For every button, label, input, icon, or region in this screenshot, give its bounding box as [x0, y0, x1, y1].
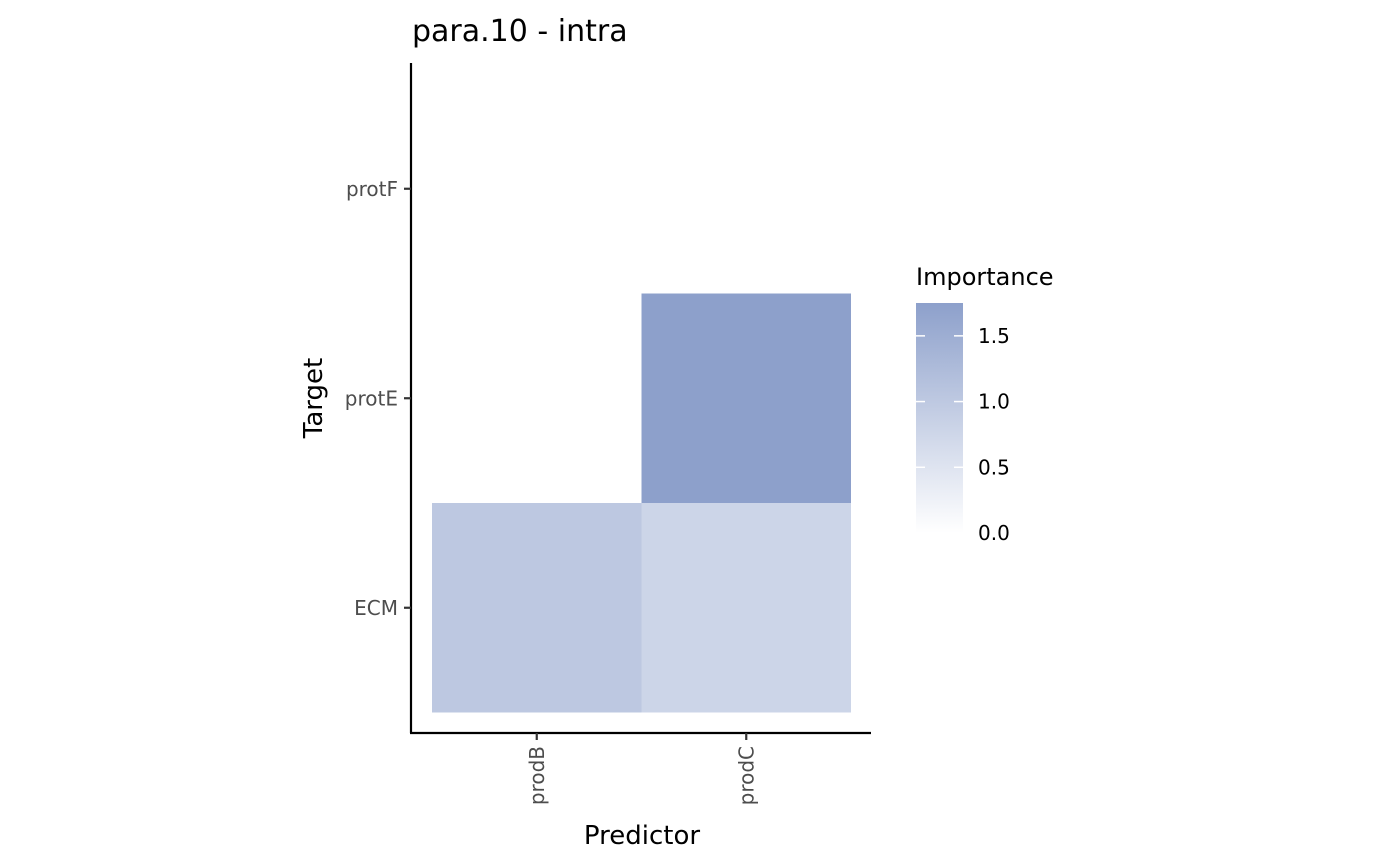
legend: Importance 0.0 0.5 1.0 1.5 — [916, 263, 1054, 545]
legend-tick-label: 0.5 — [978, 455, 1010, 479]
heatmap-cell-prodB-ECM — [432, 503, 642, 713]
chart-title: para.10 - intra — [412, 14, 628, 49]
y-axis-title: Target — [299, 358, 329, 439]
x-tick-label: prodC — [734, 746, 758, 805]
x-axis-ticks: prodB prodC — [525, 733, 758, 805]
y-tick-label: protF — [346, 177, 398, 201]
heatmap-cell-prodC-protF — [641, 84, 851, 294]
heatmap-cells — [432, 84, 851, 713]
y-axis-ticks: ECM protE protF — [345, 177, 411, 620]
legend-title: Importance — [916, 263, 1054, 291]
legend-colorbar — [916, 303, 963, 533]
x-tick-label: prodB — [525, 746, 549, 805]
legend-tick-label: 1.0 — [978, 390, 1010, 414]
legend-ticks: 0.0 0.5 1.0 1.5 — [916, 324, 1010, 545]
legend-tick-label: 0.0 — [978, 521, 1010, 545]
y-tick-label: ECM — [354, 596, 398, 620]
heatmap-cell-prodC-protE — [641, 293, 851, 503]
heatmap-cell-prodC-ECM — [641, 503, 851, 713]
x-axis-title: Predictor — [584, 821, 700, 851]
y-tick-label: protE — [345, 386, 398, 410]
legend-tick-label: 1.5 — [978, 324, 1010, 348]
